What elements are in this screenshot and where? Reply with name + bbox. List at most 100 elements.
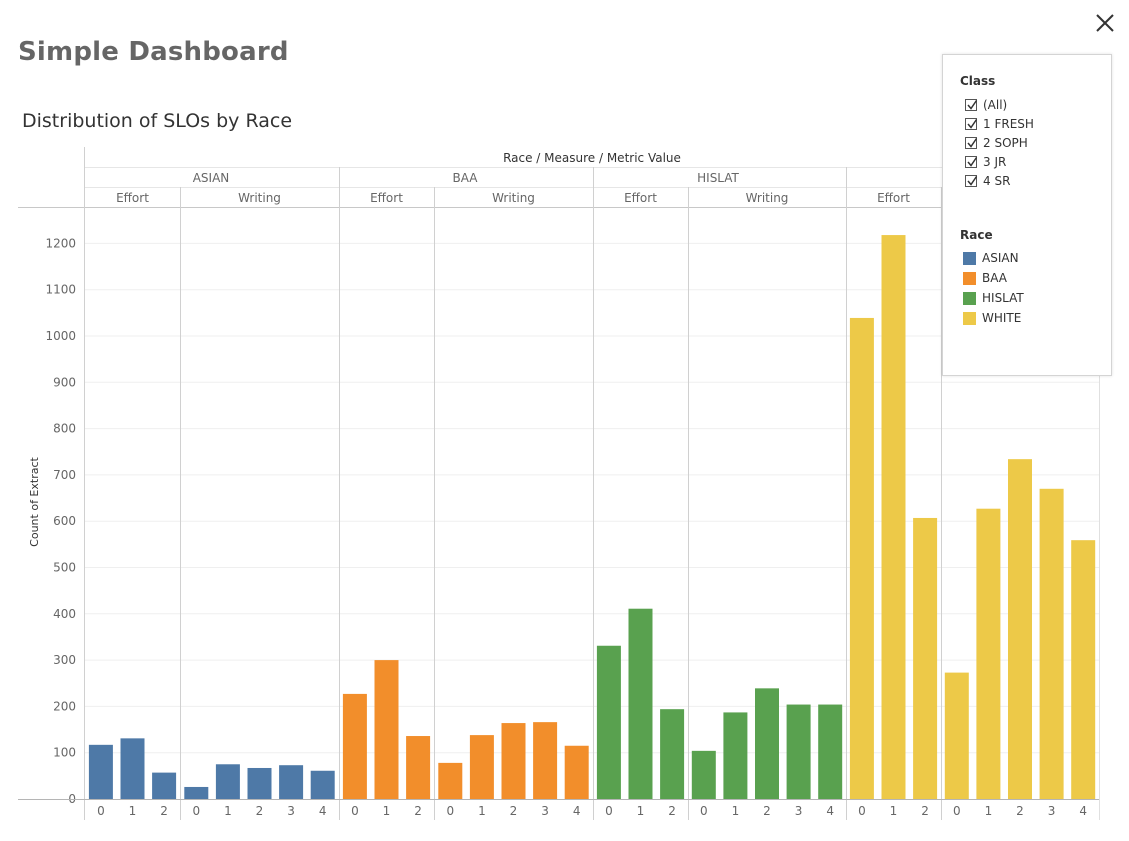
y-tick-label: 100 [53, 746, 76, 760]
class-filter-label: 2 SOPH [983, 135, 1028, 150]
class-filter-list: (All) 1 FRESH 2 SOPH 3 JR 4 SR [965, 95, 1034, 190]
close-icon [1096, 14, 1114, 32]
bar [881, 235, 906, 800]
x-tick-label: 1 [985, 804, 993, 818]
measure-header-label: Effort [370, 191, 403, 205]
race-header-label: ASIAN [193, 171, 230, 185]
x-tick-label: 1 [383, 804, 391, 818]
class-filter-label: 3 JR [983, 154, 1007, 169]
checkbox-icon[interactable] [965, 98, 978, 111]
measure-header-label: Effort [624, 191, 657, 205]
bar [976, 508, 1001, 799]
bar [596, 645, 621, 799]
class-filter-fresh[interactable]: 1 FRESH [965, 114, 1034, 133]
dashboard-title: Simple Dashboard [18, 37, 289, 67]
class-filter-all[interactable]: (All) [965, 95, 1034, 114]
x-tick-label: 4 [826, 804, 834, 818]
class-filter-jr[interactable]: 3 JR [965, 152, 1034, 171]
x-tick-label: 1 [224, 804, 232, 818]
x-tick-label: 2 [160, 804, 168, 818]
x-tick-label: 0 [192, 804, 200, 818]
close-button[interactable] [1090, 8, 1120, 38]
class-filter-sr[interactable]: 4 SR [965, 171, 1034, 190]
y-tick-label: 1200 [45, 236, 76, 250]
race-legend-item-baa[interactable]: BAA [963, 268, 1024, 288]
bar [533, 722, 558, 799]
checkbox-icon[interactable] [965, 174, 978, 187]
x-tick-label: 0 [605, 804, 613, 818]
bar [310, 770, 335, 799]
bar [279, 765, 304, 799]
race-legend-item-asian[interactable]: ASIAN [963, 248, 1024, 268]
x-tick-label: 0 [351, 804, 359, 818]
x-tick-label: 3 [287, 804, 295, 818]
measure-header-label: Effort [116, 191, 149, 205]
legend-swatch [963, 271, 976, 285]
y-tick-label: 300 [53, 653, 76, 667]
race-legend-list: ASIAN BAA HISLAT WHITE [963, 248, 1024, 328]
bar [469, 735, 494, 799]
x-tick-label: 2 [414, 804, 422, 818]
checkbox-icon[interactable] [965, 136, 978, 149]
y-tick-label: 600 [53, 514, 76, 528]
bar [501, 723, 526, 799]
bar [913, 517, 938, 799]
bar [564, 745, 589, 799]
race-legend-label: HISLAT [982, 291, 1024, 305]
bar [786, 704, 811, 799]
checkbox-icon[interactable] [965, 117, 978, 130]
x-tick-label: 0 [97, 804, 105, 818]
x-tick-label: 3 [1048, 804, 1056, 818]
race-legend-label: BAA [982, 271, 1007, 285]
bar [88, 744, 113, 799]
class-filter-label: 1 FRESH [983, 116, 1034, 131]
bar [1008, 459, 1032, 799]
race-legend-label: ASIAN [982, 251, 1019, 265]
x-tick-label: 4 [573, 804, 581, 818]
bar [374, 660, 399, 799]
y-axis-label: Count of Extract [28, 456, 41, 546]
x-tick-label: 1 [637, 804, 645, 818]
x-tick-label: 0 [446, 804, 454, 818]
checkbox-icon[interactable] [965, 155, 978, 168]
race-legend-title: Race [960, 228, 993, 242]
x-tick-label: 4 [1079, 804, 1087, 818]
x-tick-label: 2 [921, 804, 929, 818]
race-legend-label: WHITE [982, 311, 1022, 325]
bar [628, 608, 653, 799]
x-tick-label: 3 [795, 804, 803, 818]
bar [438, 762, 463, 799]
x-tick-label: 1 [890, 804, 898, 818]
class-filter-soph[interactable]: 2 SOPH [965, 133, 1034, 152]
bar [406, 736, 431, 799]
bar [818, 704, 843, 799]
y-tick-label: 500 [53, 561, 76, 575]
x-tick-label: 0 [858, 804, 866, 818]
bar [152, 772, 177, 799]
race-legend-item-white[interactable]: WHITE [963, 308, 1024, 328]
measure-header-label: Effort [877, 191, 910, 205]
x-tick-label: 2 [763, 804, 771, 818]
bar [215, 764, 240, 799]
legend-swatch [963, 291, 976, 305]
sheet-title: Distribution of SLOs by Race [22, 110, 293, 132]
bar-chart: 0100200300400500600700800900100011001200… [18, 147, 1100, 820]
y-tick-label: 1100 [45, 283, 76, 297]
race-legend-item-hislat[interactable]: HISLAT [963, 288, 1024, 308]
bar [755, 688, 779, 799]
bar [1071, 540, 1096, 799]
measure-header-label: Writing [492, 191, 535, 205]
race-header-label: HISLAT [697, 171, 739, 185]
y-tick-label: 400 [53, 607, 76, 621]
x-tick-label: 1 [129, 804, 137, 818]
bar [1039, 488, 1064, 799]
bar [184, 786, 209, 799]
x-tick-label: 2 [510, 804, 518, 818]
bar [247, 767, 272, 799]
bar [342, 693, 367, 799]
bar [691, 750, 716, 799]
x-tick-label: 0 [700, 804, 708, 818]
y-tick-label: 1000 [45, 329, 76, 343]
bar [723, 712, 748, 799]
y-tick-label: 200 [53, 699, 76, 713]
